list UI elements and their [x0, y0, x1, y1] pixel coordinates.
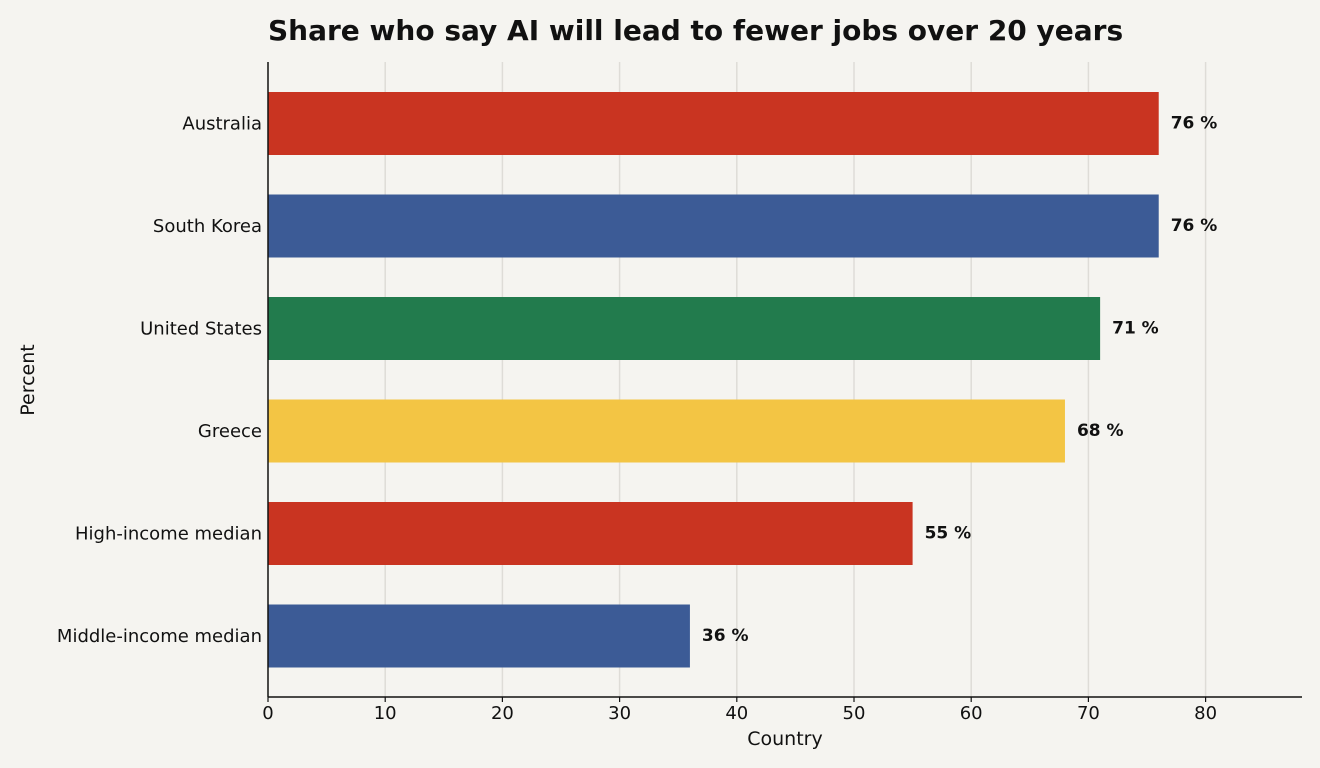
y-tick-label: Middle-income median: [57, 626, 262, 647]
x-tick-label: 0: [262, 703, 273, 724]
data-label: 36 %: [702, 626, 749, 646]
axes: Australia South Korea United States Greece H…: [57, 62, 1302, 724]
x-tick-label: 70: [1077, 703, 1100, 724]
y-tick-label: South Korea: [153, 216, 262, 237]
bar: [268, 399, 1065, 463]
bar: [268, 194, 1159, 258]
y-axis-label: Percent: [17, 344, 39, 416]
bar: [268, 502, 913, 565]
data-label: 76 %: [1171, 216, 1218, 236]
x-tick-label: 60: [960, 703, 983, 724]
bars: 76 % 76 % 71 % 68 % 55 % 36 %: [268, 92, 1217, 668]
y-tick-label: Greece: [198, 421, 262, 442]
x-tick-label: 50: [843, 703, 866, 724]
gridlines: [384, 62, 1207, 697]
data-label: 68 %: [1077, 421, 1124, 441]
bar: [268, 297, 1101, 360]
x-tick-label: 30: [608, 703, 631, 724]
x-tick-label: 80: [1194, 703, 1217, 724]
chart-title: Share who say AI will lead to fewer jobs…: [268, 14, 1123, 47]
y-tick-label: Australia: [182, 114, 262, 135]
x-tick-label: 10: [374, 703, 397, 724]
bar: [268, 92, 1159, 155]
data-label: 55 %: [925, 524, 972, 544]
data-label: 76 %: [1171, 114, 1218, 134]
x-tick-label: 40: [725, 703, 748, 724]
bar: [268, 604, 690, 668]
data-label: 71 %: [1112, 319, 1159, 339]
y-tick-label: High-income median: [75, 524, 262, 545]
x-tick-label: 20: [491, 703, 514, 724]
y-tick-label: United States: [140, 319, 262, 340]
x-axis-label: Country: [747, 728, 822, 750]
